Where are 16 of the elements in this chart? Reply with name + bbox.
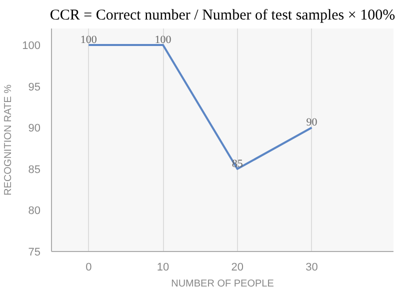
- y-axis-title: RECOGNITION RATE %: [3, 84, 14, 196]
- y-tick-label: 90: [28, 122, 41, 135]
- y-tick-label: 95: [28, 81, 41, 94]
- y-tick-label: 100: [22, 40, 41, 52]
- y-tick-label: 85: [28, 164, 41, 176]
- data-label: 90: [306, 116, 318, 129]
- data-label: 100: [154, 34, 172, 46]
- x-axis-title: NUMBER OF PEOPLE: [171, 278, 274, 290]
- y-tick-label: 75: [28, 246, 41, 258]
- x-tick-label: 20: [231, 262, 244, 274]
- chart-title: CCR = Correct number / Number of test samples × 100%: [50, 8, 396, 24]
- data-label: 100: [80, 34, 98, 46]
- x-tick-label: 30: [306, 262, 318, 274]
- y-tick-label: 80: [28, 205, 41, 218]
- x-tick-label: 0: [86, 262, 92, 274]
- x-tick-label: 10: [156, 262, 170, 274]
